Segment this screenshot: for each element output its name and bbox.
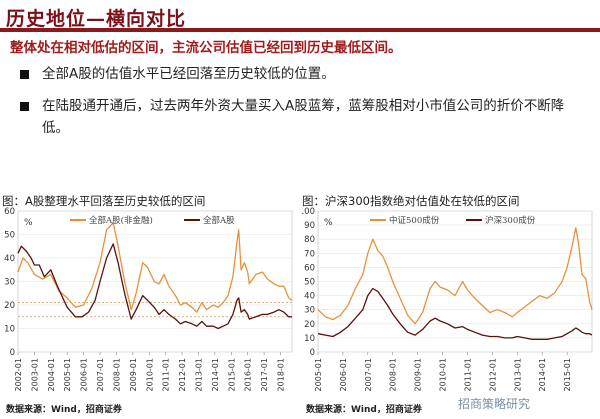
y-tick-label: 60 [304, 263, 315, 273]
series-line [17, 222, 293, 313]
x-tick-label: 2002-01 [14, 358, 23, 391]
y-tick-label: 20 [4, 301, 15, 311]
bullet-text: 全部A股的估值水平已经回落至历史较低的位置。 [42, 66, 335, 82]
chart-right-title: 图：沪深300指数绝对估值处在较低的区间 [302, 194, 520, 208]
x-tick-label: 2006-01 [339, 358, 348, 391]
y-tick-label: 30 [4, 278, 15, 288]
legend-label: 沪深300成份 [485, 215, 536, 226]
bullet-square-icon [20, 70, 29, 79]
x-tick-label: 2007-01 [364, 358, 373, 391]
page-subtitle: 整体处在相对低估的区间，主流公司估值已经回到历史最低区间。 [10, 40, 402, 56]
x-tick-label: 2012-01 [488, 358, 497, 391]
y-tick-label: 90 [304, 221, 315, 231]
x-tick-label: 2003-01 [30, 358, 39, 391]
page-title: 历史地位—横向对比 [6, 8, 187, 30]
x-tick-label: 2009-01 [129, 358, 138, 391]
legend-label: 全部A股 [203, 215, 235, 226]
chart-left-title: 图：A股整理水平回落至历史较低的区间 [2, 194, 206, 208]
x-tick-label: 2010-01 [145, 358, 154, 391]
y-tick-label: 0 [310, 348, 315, 358]
y-axis-label: % [324, 218, 333, 228]
x-tick-label: 2010-01 [439, 358, 448, 391]
chart-left: 0 10 20 30 40 50 60% 2002-01 2003-01 2004-01 2005-… [4, 207, 293, 391]
bullet-square-icon [20, 102, 29, 111]
series-line [317, 227, 593, 325]
x-tick-label: 2008-01 [112, 358, 121, 391]
x-tick-label: 2006-01 [80, 358, 89, 391]
title-rule [0, 28, 600, 32]
x-tick-label: 2013-01 [513, 358, 522, 391]
x-tick-label: 2016-01 [244, 358, 253, 391]
chart-right-source: 数据来源：Wind，招商证券 [306, 405, 422, 415]
y-tick-label: 30 [304, 306, 315, 316]
x-tick-label: 2011-01 [162, 358, 171, 391]
y-tick-label: 10 [304, 334, 315, 344]
x-tick-label: 2014-01 [538, 358, 547, 391]
x-tick-label: 2005-01 [314, 358, 323, 391]
x-tick-label: 2014-01 [211, 358, 220, 391]
x-tick-label: 2011-01 [463, 358, 472, 391]
y-tick-label: 50 [4, 231, 15, 241]
watermark: 招商策略研究 [458, 397, 531, 411]
chart-right: 0 10 20 30 40 50 60 70 80 90 100% 2005-01 2006-01 200… [302, 207, 593, 391]
x-tick-label: 2015-01 [563, 358, 572, 391]
x-tick-label: 2018-01 [277, 358, 286, 391]
y-tick-label: 80 [304, 235, 315, 245]
x-tick-label: 2009-01 [414, 358, 423, 391]
legend-label: 中证500成份 [389, 215, 440, 226]
x-tick-label: 2017-01 [260, 358, 269, 391]
y-tick-label: 70 [304, 249, 315, 259]
x-tick-label: 2013-01 [194, 358, 203, 391]
series-line [317, 287, 593, 340]
y-axis-label: % [24, 218, 33, 228]
y-tick-label: 40 [4, 254, 15, 264]
series-line [17, 243, 292, 330]
y-tick-label: 20 [304, 320, 315, 330]
x-tick-label: 2004-01 [47, 358, 56, 391]
y-tick-label: 60 [4, 207, 15, 217]
x-tick-label: 2015-01 [227, 358, 236, 391]
bullet-text: 在陆股通开通后，过去两年外资大量买入A股蓝筹，蓝筹股相对小市值公司的折价不断降低… [42, 98, 565, 136]
x-tick-label: 2007-01 [96, 358, 105, 391]
x-tick-label: 2012-01 [178, 358, 187, 391]
chart-left-source: 数据来源：Wind，招商证券 [6, 405, 122, 415]
x-tick-label: 2008-01 [389, 358, 398, 391]
y-tick-label: 40 [304, 292, 315, 302]
y-tick-label: 10 [4, 325, 15, 335]
legend-label: 全部A股(非金融) [89, 215, 153, 226]
y-tick-label: 0 [10, 348, 15, 358]
x-tick-label: 2005-01 [63, 358, 72, 391]
y-tick-label: 100 [302, 207, 315, 217]
y-tick-label: 50 [304, 278, 315, 288]
